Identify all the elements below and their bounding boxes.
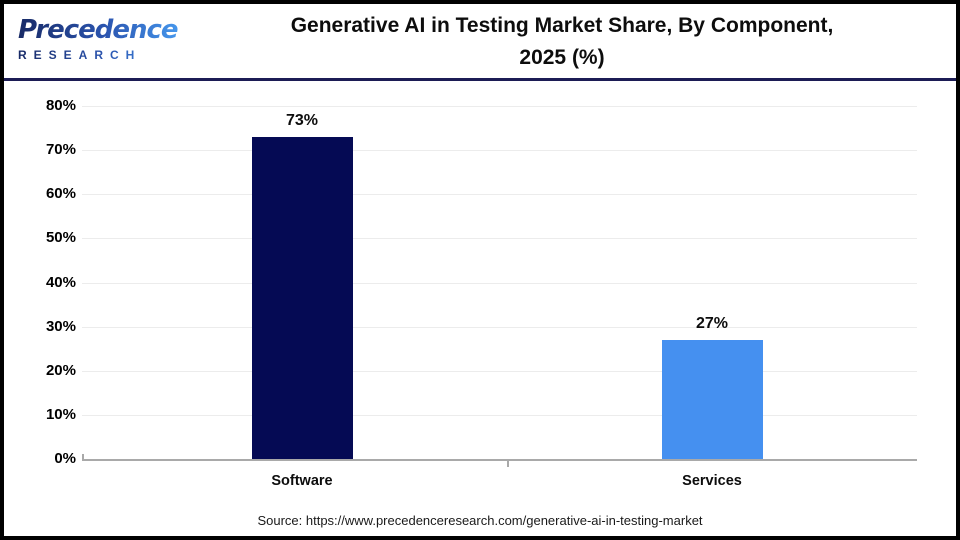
gridline	[82, 150, 917, 151]
logo-subtitle: RESEARCH	[18, 48, 178, 63]
bar-chart-plot-area: 0% 10% 20% 30% 40% 50% 60% 70% 80% 73% Software 27%…	[4, 84, 956, 536]
logo-wordmark: Precedence	[18, 15, 179, 45]
y-axis-tick-label: 80%	[45, 97, 76, 114]
y-axis-tick-label: 40%	[45, 274, 76, 291]
y-axis-tick-label: 50%	[45, 229, 76, 246]
axis-tick	[82, 454, 84, 459]
chart-title: Generative AI in Testing Market Share, B…	[174, 10, 950, 74]
x-axis-category-label-software: Software	[271, 473, 333, 489]
gridline	[82, 283, 917, 284]
x-axis-category-label-services: Services	[682, 473, 742, 489]
bar-software	[252, 137, 353, 459]
bar-services	[662, 340, 763, 459]
y-axis-tick-label: 10%	[45, 406, 76, 423]
gridline	[82, 327, 917, 328]
y-axis-tick-label: 30%	[45, 318, 76, 335]
chart-title-line2: 2025 (%)	[519, 46, 605, 69]
chart-title-line1: Generative AI in Testing Market Share, B…	[290, 14, 834, 37]
y-axis-tick-label: 20%	[45, 362, 76, 379]
gridline	[82, 106, 917, 107]
gridline	[82, 238, 917, 239]
gridline	[82, 194, 917, 195]
bar-value-label-software: 73%	[285, 112, 319, 129]
gridline	[82, 415, 917, 416]
y-axis-tick-label: 0%	[54, 450, 76, 467]
bar-value-label-services: 27%	[695, 315, 729, 332]
source-note: Source: https://www.precedenceresearch.c…	[257, 513, 703, 528]
gridline	[82, 371, 917, 372]
y-axis-tick-label: 70%	[45, 141, 76, 158]
precedence-research-logo: Precedence RESEARCH	[18, 14, 179, 63]
y-axis-tick-label: 60%	[45, 185, 76, 202]
axis-tick	[507, 461, 509, 467]
x-axis-line	[82, 459, 917, 461]
header: Precedence RESEARCH Generative AI in Tes…	[4, 4, 956, 81]
